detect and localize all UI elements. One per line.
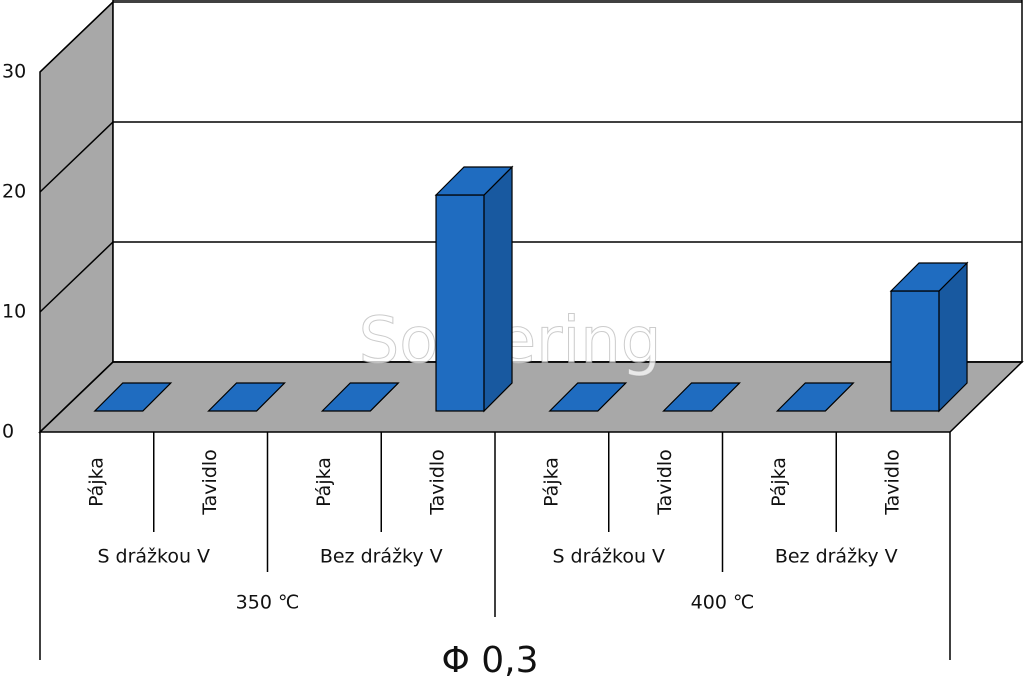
subgroup-label: Bez drážky V <box>775 546 898 568</box>
bar <box>93 382 173 412</box>
y-tick-label: 0 <box>2 421 14 443</box>
back-wall <box>112 0 1023 363</box>
bar-top <box>548 382 628 412</box>
bar-top <box>434 166 514 196</box>
bar <box>320 382 400 412</box>
bar <box>889 261 969 413</box>
x-tick-label: Pájka <box>85 457 107 507</box>
x-axis-title: Φ 0,3 <box>441 640 538 681</box>
bar-front <box>435 194 485 412</box>
x-tick-label: Tavidlo <box>882 449 904 516</box>
x-tick-label: Tavidlo <box>427 449 449 516</box>
y-tick-label: 20 <box>2 181 26 203</box>
grid-line <box>39 121 114 193</box>
side-wall <box>39 0 114 434</box>
bar <box>662 382 741 412</box>
subgroup-label: Bez drážky V <box>320 546 443 568</box>
grid-line <box>39 1 114 73</box>
bar <box>434 165 514 413</box>
group-label: 350 ℃ <box>236 592 300 614</box>
bar-top <box>320 382 400 412</box>
x-tick-label: Tavidlo <box>654 449 676 516</box>
group-label: 400 ℃ <box>691 592 755 614</box>
bar <box>775 382 855 412</box>
x-tick-label: Pájka <box>313 457 335 507</box>
bar <box>548 382 628 412</box>
x-tick-label: Pájka <box>768 457 790 507</box>
bar-top <box>93 382 173 412</box>
subgroup-label: S drážkou V <box>552 546 665 568</box>
bar-top <box>889 262 969 292</box>
grid-line <box>39 361 114 433</box>
bar-top <box>775 382 855 412</box>
y-tick-label: 10 <box>2 301 26 323</box>
bar-top <box>207 382 286 412</box>
bar-top <box>662 382 741 412</box>
x-tick-label: Pájka <box>540 457 562 507</box>
x-tick-label: Tavidlo <box>199 449 221 516</box>
y-tick-label: 30 <box>2 61 26 83</box>
bar-side <box>483 165 513 413</box>
subgroup-label: S drážkou V <box>97 546 210 568</box>
bar-front <box>890 290 940 412</box>
bar <box>207 382 286 412</box>
grid-line <box>39 241 114 313</box>
